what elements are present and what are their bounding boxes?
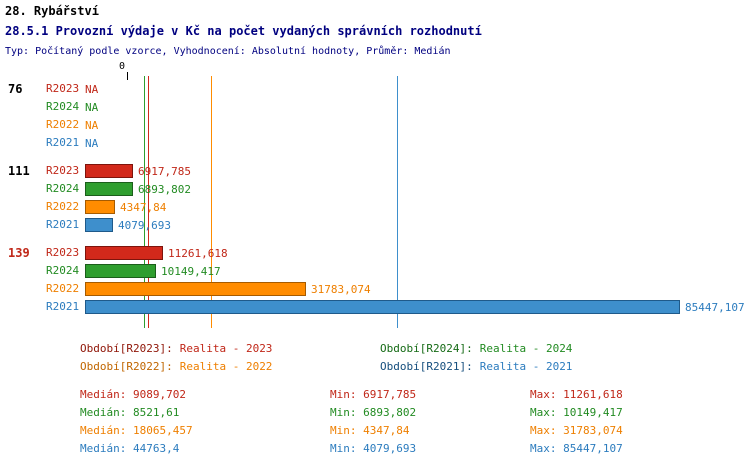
legend-period-value: Realita - 2021 [479, 360, 573, 373]
na-value-label: NA [85, 119, 99, 132]
stat-max: Max: 31783,074 [530, 424, 623, 437]
bar-R2023 [85, 164, 133, 178]
group-label: 111 [8, 164, 30, 178]
bar-R2022 [85, 282, 306, 296]
bar-value-label: 4347,84 [120, 201, 167, 214]
stat-max: Max: 85447,107 [530, 442, 623, 455]
na-value-label: NA [85, 137, 99, 150]
bar-R2023 [85, 246, 163, 260]
chart-row: R2022 4347,84 [0, 198, 750, 216]
na-value-label: NA [85, 83, 99, 96]
stat-max: Max: 10149,417 [530, 406, 623, 419]
bar-R2021 [85, 300, 680, 314]
bar-R2024 [85, 182, 133, 196]
legend: Období[R2023]: Realita - 2023 Období[R2024… [0, 342, 750, 382]
bar-value-label: 10149,417 [161, 265, 221, 278]
median-line-R2021 [397, 76, 398, 328]
legend-item-R2023: Období[R2023]: Realita - 2023 [80, 342, 272, 355]
na-value-label: NA [85, 101, 99, 114]
series-label-R2022: R2022 [46, 200, 80, 213]
bar-value-label: 31783,074 [311, 283, 371, 296]
group-label: 139 [8, 246, 30, 260]
stat-max: Max: 11261,618 [530, 388, 623, 401]
chart-row: R2022 31783,074 [0, 280, 750, 298]
chart-row: R2023 6917,785 [0, 162, 750, 180]
stat-row-R2021: Medián: 44763,4 Min: 4079,693 Max: 85447,1… [0, 442, 750, 460]
bar-chart: 76 R2023 NA R2024 NA R2022 NA R2021 NA 111 R2023 69… [0, 76, 750, 328]
legend-period-label: Období[R2023]: [80, 342, 173, 355]
chart-row: R2024 NA [0, 98, 750, 116]
group-label: 76 [8, 82, 23, 96]
series-label-R2023: R2023 [46, 82, 80, 95]
series-label-R2023: R2023 [46, 246, 80, 259]
stat-median: Medián: 44763,4 [80, 442, 180, 455]
stat-row-R2024: Medián: 8521,61 Min: 6893,802 Max: 10149,4… [0, 406, 750, 424]
stat-median: Medián: 8521,61 [80, 406, 180, 419]
stat-median: Medián: 18065,457 [80, 424, 193, 437]
chart-group-76: 76 R2023 NA R2024 NA R2022 NA R2021 NA [0, 80, 750, 152]
bar-R2021 [85, 218, 113, 232]
bar-value-label: 6893,802 [138, 183, 191, 196]
series-label-R2024: R2024 [46, 100, 80, 113]
chart-row: R2021 85447,107 [0, 298, 750, 316]
series-label-R2021: R2021 [46, 136, 80, 149]
median-line-R2023 [148, 76, 149, 328]
page-title: 28. Rybářství [5, 4, 99, 18]
axis-zero-label: 0 [119, 61, 126, 72]
stat-min: Min: 6917,785 [330, 388, 417, 401]
chart-meta: Typ: Počítaný podle vzorce, Vyhodnocení:… [5, 46, 451, 57]
chart-row: R2023 NA [0, 80, 750, 98]
legend-period-value: Realita - 2024 [479, 342, 573, 355]
series-label-R2021: R2021 [46, 300, 80, 313]
stat-median: Medián: 9089,702 [80, 388, 186, 401]
chart-group-139: 139 R2023 11261,618 R2024 10149,417 R2022 3178… [0, 244, 750, 316]
bar-value-label: 6917,785 [138, 165, 191, 178]
bar-value-label: 11261,618 [168, 247, 228, 260]
legend-period-label: Období[R2021]: [380, 360, 473, 373]
stat-min: Min: 4347,84 [330, 424, 410, 437]
chart-row: R2024 10149,417 [0, 262, 750, 280]
bar-value-label: 85447,107 [685, 301, 745, 314]
axis-zero-tick [127, 72, 128, 80]
series-label-R2024: R2024 [46, 182, 80, 195]
bar-value-label: 4079,693 [118, 219, 171, 232]
median-line-R2022 [211, 76, 212, 328]
series-label-R2021: R2021 [46, 218, 80, 231]
chart-row: R2021 4079,693 [0, 216, 750, 234]
stat-min: Min: 6893,802 [330, 406, 417, 419]
legend-period-label: Období[R2022]: [80, 360, 173, 373]
legend-period-label: Období[R2024]: [380, 342, 473, 355]
legend-item-R2024: Období[R2024]: Realita - 2024 [380, 342, 572, 355]
stats-table: Medián: 9089,702 Min: 6917,785 Max: 11261,… [0, 388, 750, 468]
chart-title: 28.5.1 Provozní výdaje v Kč na počet vyd… [5, 24, 482, 38]
legend-item-R2022: Období[R2022]: Realita - 2022 [80, 360, 272, 373]
series-label-R2022: R2022 [46, 282, 80, 295]
stat-min: Min: 4079,693 [330, 442, 417, 455]
chart-row: R2022 NA [0, 116, 750, 134]
chart-row: R2023 11261,618 [0, 244, 750, 262]
legend-period-value: Realita - 2023 [179, 342, 273, 355]
chart-row: R2024 6893,802 [0, 180, 750, 198]
chart-row: R2021 NA [0, 134, 750, 152]
chart-group-111: 111 R2023 6917,785 R2024 6893,802 R2022 4347,8… [0, 162, 750, 234]
median-line-R2024 [144, 76, 145, 328]
bar-R2024 [85, 264, 156, 278]
series-label-R2024: R2024 [46, 264, 80, 277]
series-label-R2023: R2023 [46, 164, 80, 177]
stat-row-R2023: Medián: 9089,702 Min: 6917,785 Max: 11261,… [0, 388, 750, 406]
bar-R2022 [85, 200, 115, 214]
stat-row-R2022: Medián: 18065,457 Min: 4347,84 Max: 31783,… [0, 424, 750, 442]
legend-item-R2021: Období[R2021]: Realita - 2021 [380, 360, 572, 373]
series-label-R2022: R2022 [46, 118, 80, 131]
legend-period-value: Realita - 2022 [179, 360, 273, 373]
